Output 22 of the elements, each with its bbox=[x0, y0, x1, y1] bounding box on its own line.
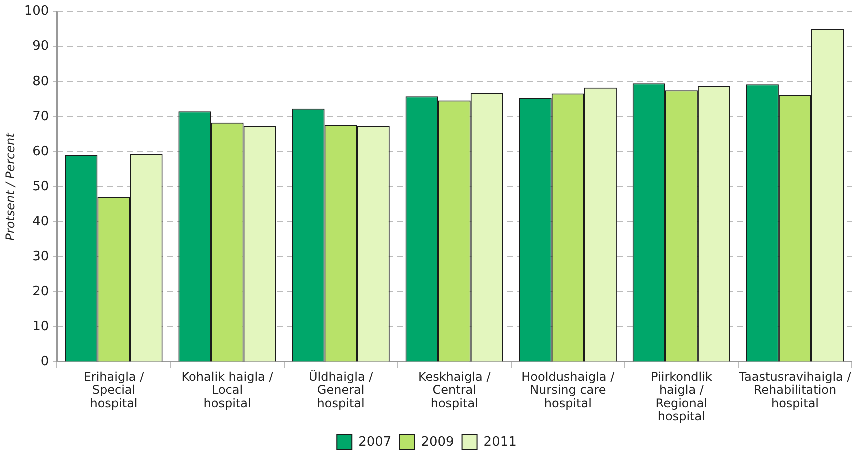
y-tick-label: 30 bbox=[32, 249, 50, 264]
x-tick-label: Üldhaigla / General hospital bbox=[308, 370, 374, 410]
legend-label: 2011 bbox=[484, 434, 517, 450]
y-tick-label: 80 bbox=[32, 74, 50, 90]
y-axis-title: Protsent / Percent bbox=[3, 132, 18, 241]
x-tick-label: Kohalik haigla / Local hospital bbox=[182, 370, 274, 410]
y-tick-label: 60 bbox=[32, 144, 50, 160]
y-tick-label: 40 bbox=[32, 214, 50, 230]
x-tick-label: Taastusravihaigla / Rehabilitation hospital bbox=[738, 370, 852, 410]
x-tick-label: Keskhaigla / Central hospital bbox=[418, 370, 492, 410]
legend-label: 2009 bbox=[421, 434, 454, 450]
y-tick-label: 90 bbox=[32, 39, 50, 54]
y-tick-label: 50 bbox=[32, 179, 50, 194]
y-tick-label: 20 bbox=[32, 284, 50, 300]
y-tick-label: 10 bbox=[32, 320, 50, 335]
y-tick-label: 100 bbox=[24, 4, 50, 20]
x-tick-label: Piirkondlik haigla / Regional hospital bbox=[651, 370, 712, 424]
y-tick-label: 70 bbox=[32, 109, 50, 124]
y-tick-label: 0 bbox=[40, 354, 50, 370]
x-tick-label: Erihaigla / Special hospital bbox=[84, 370, 146, 410]
legend-label: 2007 bbox=[358, 434, 392, 450]
x-tick-label: Hooldushaigla / Nursing care hospital bbox=[522, 370, 616, 410]
